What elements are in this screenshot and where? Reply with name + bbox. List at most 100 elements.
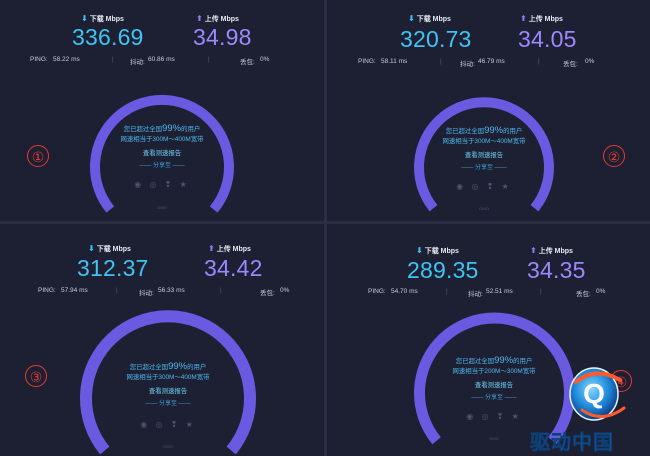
gauge-info: 您已超过全国99%的用户 网速相当于200M～300M宽带 查看测速报告 —— … xyxy=(434,356,554,403)
upload-arrow-icon: ⬆ xyxy=(530,246,537,255)
download-label: ⬇ 下载 Mbps xyxy=(408,14,451,23)
upload-arrow-icon: ⬆ xyxy=(520,14,527,23)
separator: | xyxy=(540,288,542,295)
stats-row: PING: 54.70 ms | 抖动: 52.51 ms | 丢包: 0% xyxy=(368,288,648,298)
separator: | xyxy=(116,287,118,294)
share-icons[interactable]: ◉ ◎ ❢ ★ xyxy=(456,182,512,191)
speed-gauge xyxy=(414,312,575,445)
equiv-text: 网速相当于300M～400M宽带 xyxy=(120,136,204,143)
gauge-arc xyxy=(90,94,234,213)
surpass-text: 您已超过全国99%的用户 xyxy=(455,355,533,366)
share-icons[interactable]: ◉ ◎ ❢ ★ xyxy=(466,412,522,421)
upload-arrow-icon: ⬆ xyxy=(208,244,215,253)
result-panel-3 xyxy=(0,224,324,456)
gauge-brand: OWO xyxy=(479,206,489,211)
loss-label: 丢包: xyxy=(576,291,591,298)
result-marker-3: ③ xyxy=(25,365,47,387)
jitter-value: 52.51 ms xyxy=(486,288,513,295)
share-icons[interactable]: ◉ ◎ ❢ ★ xyxy=(134,180,190,189)
loss-value: 0% xyxy=(260,56,270,63)
ping-value: 57.94 ms xyxy=(61,287,88,294)
view-report-link[interactable]: 查看测速报告 xyxy=(464,152,504,159)
download-arrow-icon: ⬇ xyxy=(408,14,415,23)
separator: | xyxy=(208,56,210,63)
gauge-arc xyxy=(80,310,256,455)
ping-label: PING: xyxy=(358,58,376,65)
watermark-logo-icon: Q xyxy=(569,367,626,421)
loss-label: 丢包: xyxy=(260,290,275,297)
upload-label: ⬆ 上传 Mbps xyxy=(208,244,251,253)
download-label: ⬇ 下载 Mbps xyxy=(416,246,459,255)
share-label: —— 分享至 —— xyxy=(145,401,191,407)
gauge-info: 您已超过全国99%的用户 网速相当于300M～400M宽带 查看测速报告 —— … xyxy=(108,362,228,409)
result-panel-1 xyxy=(0,0,324,221)
separator: | xyxy=(220,287,222,294)
jitter-label: 抖动: xyxy=(468,291,483,298)
separator: | xyxy=(112,56,114,63)
share-label: —— 分享至 —— xyxy=(461,165,507,171)
jitter-value: 46.79 ms xyxy=(478,58,505,65)
jitter-value: 56.33 ms xyxy=(158,287,185,294)
jitter-label: 抖动: xyxy=(130,59,145,66)
download-value: 336.69 xyxy=(72,24,144,50)
ping-value: 54.70 ms xyxy=(391,288,418,295)
jitter-label: 抖动: xyxy=(460,61,475,68)
watermark-text: 驱动中国 xyxy=(530,432,614,455)
speed-gauge xyxy=(90,94,234,213)
gauge-info: 您已超过全国99%的用户 网速相当于300M～400M宽带 查看测速报告 —— … xyxy=(424,126,544,173)
download-value: 289.35 xyxy=(407,257,479,283)
upload-label: ⬆ 上传 Mbps xyxy=(520,14,563,23)
jitter-value: 60.86 ms xyxy=(148,56,175,63)
surpass-text: 您已超过全国99%的用户 xyxy=(123,123,201,134)
stats-row: PING: 57.94 ms | 抖动: 56.33 ms | 丢包: 0% xyxy=(38,287,318,297)
separator: | xyxy=(440,58,442,65)
gauge-info: 您已超过全国99%的用户 网速相当于300M～400M宽带 查看测速报告 —— … xyxy=(102,124,222,171)
download-arrow-icon: ⬇ xyxy=(416,246,423,255)
download-value: 320.73 xyxy=(400,26,472,52)
upload-value: 34.98 xyxy=(193,24,252,50)
stats-row: PING: 58.22 ms | 抖动: 60.86 ms | 丢包: 0% xyxy=(30,56,320,66)
gauge-brand: OWO xyxy=(489,436,499,441)
equiv-text: 网速相当于300M～400M宽带 xyxy=(126,374,210,381)
loss-label: 丢包: xyxy=(240,59,255,66)
upload-value: 34.42 xyxy=(204,255,263,281)
speed-gauge xyxy=(414,97,554,212)
vertical-divider xyxy=(324,0,327,456)
result-marker-2: ② xyxy=(603,145,625,167)
upload-value: 34.35 xyxy=(527,257,586,283)
jitter-label: 抖动: xyxy=(139,290,154,297)
loss-value: 0% xyxy=(280,287,290,294)
loss-value: 0% xyxy=(585,58,595,65)
upload-label: ⬆ 上传 Mbps xyxy=(530,246,573,255)
upload-value: 34.05 xyxy=(518,26,577,52)
share-icons[interactable]: ◉ ◎ ❢ ★ xyxy=(140,420,196,429)
view-report-link[interactable]: 查看测速报告 xyxy=(474,382,514,389)
ping-label: PING: xyxy=(368,288,386,295)
upload-arrow-icon: ⬆ xyxy=(196,14,203,23)
surpass-text: 您已超过全国99%的用户 xyxy=(129,361,207,372)
loss-label: 丢包: xyxy=(563,61,578,68)
gauge-arc xyxy=(414,97,554,212)
download-arrow-icon: ⬇ xyxy=(81,14,88,23)
speed-gauge xyxy=(80,310,256,455)
separator: | xyxy=(446,288,448,295)
gauge-brand: OWO xyxy=(163,444,173,449)
download-label: ⬇ 下载 Mbps xyxy=(81,14,124,23)
view-report-link[interactable]: 查看测速报告 xyxy=(142,150,182,157)
loss-value: 0% xyxy=(596,288,606,295)
ping-label: PING: xyxy=(30,56,48,63)
upload-label: ⬆ 上传 Mbps xyxy=(196,14,239,23)
horizontal-divider xyxy=(0,221,650,224)
ping-value: 58.11 ms xyxy=(381,58,408,65)
stats-row: PING: 58.11 ms | 抖动: 46.79 ms | 丢包: 0% xyxy=(358,58,648,68)
share-label: —— 分享至 —— xyxy=(139,163,185,169)
ping-value: 58.22 ms xyxy=(53,56,80,63)
surpass-text: 您已超过全国99%的用户 xyxy=(445,125,523,136)
equiv-text: 网速相当于200M～300M宽带 xyxy=(452,368,536,375)
download-arrow-icon: ⬇ xyxy=(88,244,95,253)
result-marker-1: ① xyxy=(27,145,49,167)
view-report-link[interactable]: 查看测速报告 xyxy=(148,388,188,395)
share-label: —— 分享至 —— xyxy=(471,395,517,401)
result-panel-2 xyxy=(327,0,650,221)
download-label: ⬇ 下载 Mbps xyxy=(88,244,131,253)
